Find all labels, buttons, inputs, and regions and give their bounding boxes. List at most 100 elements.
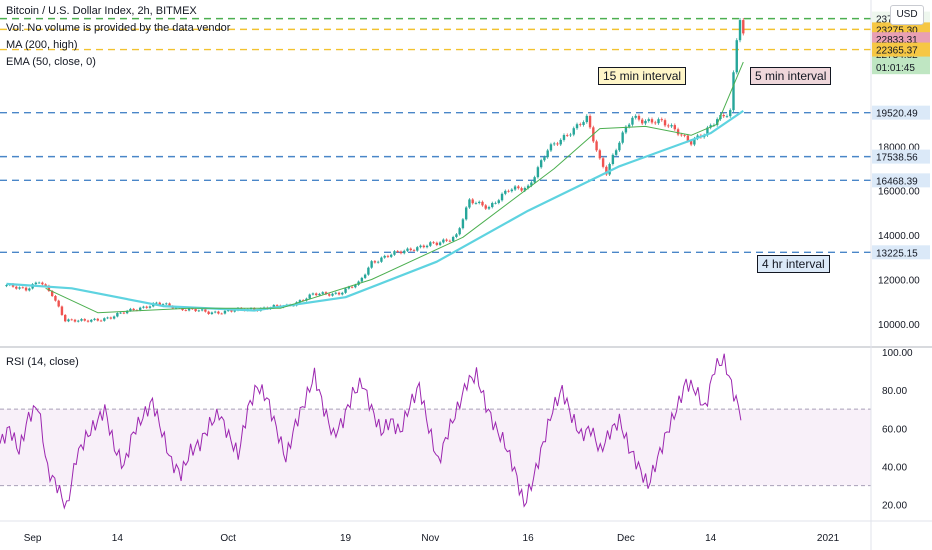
candle-body	[308, 294, 311, 299]
candle-body	[37, 282, 41, 284]
rsi-tick-label: 20.00	[882, 501, 907, 512]
candle-body	[119, 312, 122, 314]
price-tag-bg	[872, 42, 930, 57]
candle-body	[517, 186, 520, 189]
currency-button[interactable]: USD	[890, 5, 924, 25]
candle-body	[390, 254, 393, 257]
ema-legend[interactable]: EMA (50, close, 0)	[6, 56, 96, 68]
candle-body	[168, 303, 171, 307]
price-tag-bg	[872, 105, 930, 120]
candle-body	[461, 219, 465, 229]
candle-body	[660, 119, 663, 121]
candle-body	[191, 308, 194, 310]
candle-body	[432, 242, 435, 244]
rsi-band	[0, 408, 871, 487]
candle-body	[553, 143, 556, 145]
candle-body	[500, 193, 504, 201]
candle-body	[112, 316, 116, 319]
candle-body	[80, 319, 83, 321]
candle-body	[631, 117, 634, 125]
chart-title[interactable]: Bitcoin / U.S. Dollar Index, 2h, BITMEX	[6, 5, 197, 17]
candle-body	[491, 203, 494, 208]
candle-body	[360, 277, 364, 282]
annotation-15-min[interactable]: 15 min interval	[598, 67, 687, 85]
candle-body	[611, 154, 615, 165]
candle-body	[315, 293, 318, 296]
candle-body	[70, 319, 73, 321]
candle-body	[90, 319, 93, 322]
candle-body	[311, 293, 315, 295]
annotation-5-min[interactable]: 5 min interval	[750, 67, 832, 85]
candle-body	[383, 255, 386, 258]
ma-legend[interactable]: MA (200, high)	[6, 39, 78, 51]
price-axis[interactable]: 10000.00 12000.00 14000.00 16000.00 18000.00	[878, 142, 920, 330]
time-axis[interactable]: Sep 14 Oct 19 Nov 16 Dec 14 2021	[24, 533, 840, 544]
price-tag-label: 22365.37	[876, 46, 918, 57]
candle-body	[344, 288, 347, 293]
candle-body	[523, 188, 527, 191]
candle-body	[722, 115, 725, 117]
candle-body	[331, 293, 334, 296]
volume-note: Vol: No volume is provided by the data v…	[6, 22, 231, 34]
candle-body	[334, 292, 337, 294]
candle-body	[732, 72, 735, 111]
candle-body	[96, 318, 99, 321]
candle-body	[742, 20, 745, 34]
candle-body	[145, 306, 148, 308]
candle-body	[575, 124, 579, 129]
candle-body	[103, 318, 106, 321]
time-tick-label: Sep	[24, 533, 42, 544]
candle-body	[161, 304, 165, 305]
candle-body	[350, 286, 354, 288]
candle-body	[614, 150, 618, 155]
candle-body	[650, 119, 654, 123]
rsi-line	[0, 353, 742, 510]
candle-body	[18, 287, 21, 289]
candle-body	[220, 313, 223, 315]
price-tag-label: 01:01:45	[876, 63, 915, 74]
time-tick-label: 16	[523, 533, 535, 544]
candle-body	[341, 292, 344, 295]
candle-body	[233, 310, 236, 312]
candle-body	[536, 167, 540, 178]
candle-body	[468, 199, 471, 208]
candle-body	[526, 185, 530, 189]
candle-body	[709, 125, 712, 128]
candle-body	[738, 20, 742, 41]
price-tag-label: 17538.56	[876, 153, 918, 164]
candle-body	[15, 286, 18, 289]
candle-body	[416, 247, 419, 251]
price-tag-bg	[872, 173, 930, 188]
rsi-axis[interactable]: 100.00 80.00 60.00 40.00 20.00	[882, 348, 913, 512]
candle-body	[57, 300, 60, 307]
candle-body	[67, 319, 70, 322]
candle-body	[680, 134, 683, 136]
candle-body	[579, 124, 582, 126]
candle-body	[5, 285, 8, 287]
candle-body	[497, 200, 500, 203]
candle-body	[513, 186, 517, 190]
candle-body	[686, 135, 690, 142]
ema-line	[45, 61, 744, 314]
candle-body	[539, 160, 543, 168]
candle-body	[451, 236, 455, 242]
price-tag-label: 22833.31	[876, 35, 918, 46]
candle-body	[227, 310, 230, 312]
candle-body	[641, 119, 644, 124]
candle-body	[595, 141, 598, 151]
rsi-legend[interactable]: RSI (14, close)	[6, 356, 79, 368]
annotation-4-hr[interactable]: 4 hr interval	[757, 255, 830, 273]
candle-body	[301, 300, 305, 301]
time-tick-label: 14	[112, 533, 124, 544]
time-tick-label: Nov	[421, 533, 439, 544]
candle-body	[412, 250, 416, 251]
time-tick-label: Oct	[220, 533, 236, 544]
candle-body	[373, 261, 377, 263]
candle-body	[324, 292, 328, 295]
candle-body	[213, 311, 217, 313]
candle-body	[585, 115, 588, 123]
candle-body	[670, 125, 673, 127]
candle-body	[464, 207, 468, 220]
candle-body	[318, 293, 321, 296]
